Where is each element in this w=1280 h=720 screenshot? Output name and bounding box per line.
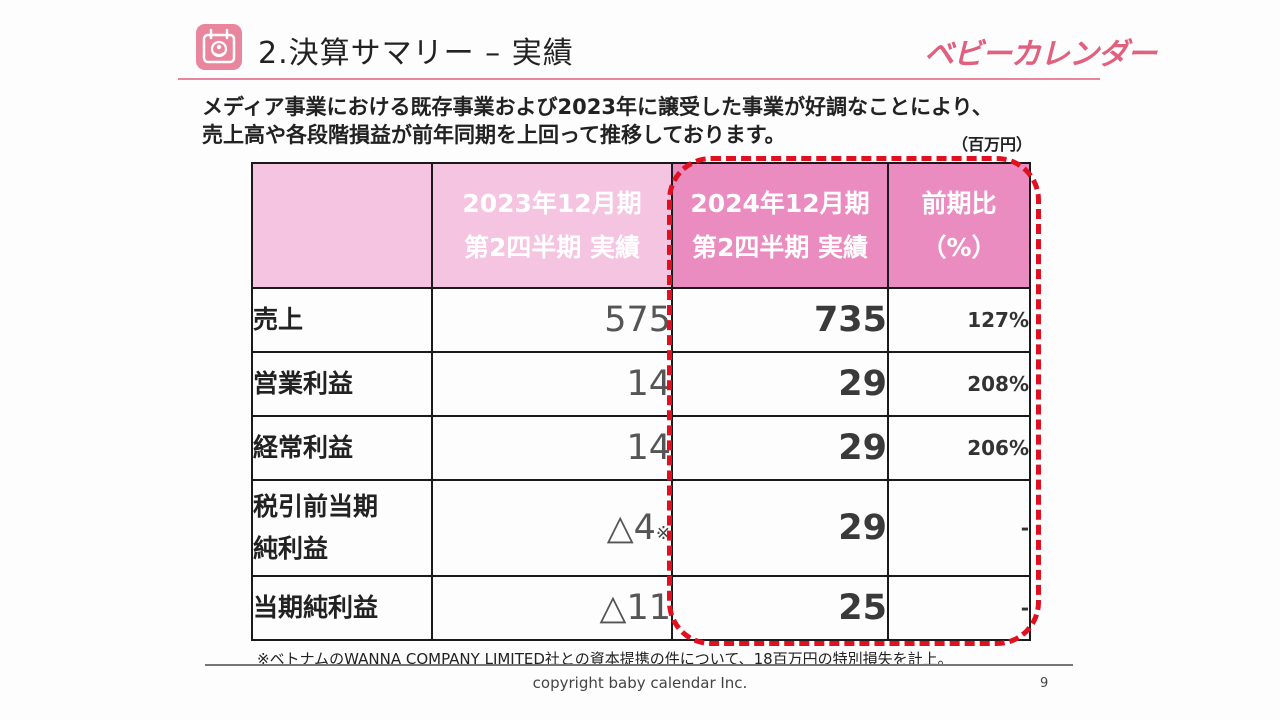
header-ratio: 前期比 （%） [887, 162, 1031, 289]
table-header-row: 2023年12月期 第2四半期 実績 2024年12月期 第2四半期 実績 前期… [251, 162, 1031, 289]
ratio-value: 206% [887, 415, 1031, 481]
footer-divider [205, 664, 1073, 666]
current-value: 29 [671, 479, 889, 577]
prev-value: 14 [431, 351, 673, 417]
current-value: 29 [671, 351, 889, 417]
header-divider [178, 78, 1100, 80]
ratio-value: - [887, 575, 1031, 641]
prev-value: 14 [431, 415, 673, 481]
current-value: 29 [671, 415, 889, 481]
page-title: 2.決算サマリー – 実績 [258, 36, 574, 71]
prev-value: 575 [431, 287, 673, 353]
results-table: 2023年12月期 第2四半期 実績 2024年12月期 第2四半期 実績 前期… [251, 162, 1031, 641]
ratio-value: 127% [887, 287, 1031, 353]
header-current-period: 2024年12月期 第2四半期 実績 [671, 162, 889, 289]
header-prev-period: 2023年12月期 第2四半期 実績 [431, 162, 673, 289]
current-value: 735 [671, 287, 889, 353]
row-label: 営業利益 [251, 351, 433, 417]
table-row-net-income: 当期純利益 △11 25 - [251, 575, 1031, 641]
row-label: 当期純利益 [251, 575, 433, 641]
prev-value-text: 14 [626, 428, 671, 468]
prev-value-text: △4 [606, 508, 656, 548]
header-prev-line-1: 2023年12月期 [462, 188, 642, 218]
company-logo: ベビーカレンダー [924, 37, 1157, 72]
header-current-line-2: 第2四半期 実績 [691, 232, 869, 262]
prev-value: △4※ [431, 479, 673, 577]
footnote: ※ベトナムのWANNA COMPANY LIMITED社との資本提携の件について… [257, 650, 953, 668]
header-ratio-line-2: （%） [921, 232, 997, 262]
page-number: 9 [1040, 676, 1049, 691]
table-row-ordinary-profit: 経常利益 14 29 206% [251, 415, 1031, 481]
intro-line-2: 売上高や各段階損益が前年同期を上回って推移しております。 [202, 123, 786, 147]
calendar-baby-icon [196, 24, 242, 70]
table-row-pretax-income: 税引前当期 純利益 △4※ 29 - [251, 479, 1031, 577]
current-value: 25 [671, 575, 889, 641]
copyright: copyright baby calendar Inc. [532, 674, 748, 692]
row-label: 経常利益 [251, 415, 433, 481]
prev-value-text: 575 [604, 300, 671, 340]
table-row-operating-profit: 営業利益 14 29 208% [251, 351, 1031, 417]
prev-value: △11 [431, 575, 673, 641]
header-current-line-1: 2024年12月期 [690, 188, 870, 218]
row-label-line-2: 純利益 [253, 534, 329, 563]
unit-label: （百万円） [952, 135, 1033, 154]
prev-value-text: 14 [626, 364, 671, 404]
prev-value-text: △11 [599, 588, 671, 628]
ratio-value: 208% [887, 351, 1031, 417]
header-blank-cell [251, 162, 433, 289]
header-ratio-line-1: 前期比 [921, 188, 997, 218]
footnote-mark: ※ [655, 523, 671, 544]
ratio-value: - [887, 479, 1031, 577]
row-label: 税引前当期 純利益 [251, 479, 433, 577]
intro-text: メディア事業における既存事業および2023年に譲受した事業が好調なことにより、 … [202, 93, 1082, 149]
row-label: 売上 [251, 287, 433, 353]
table-row-sales: 売上 575 735 127% [251, 287, 1031, 353]
header-prev-line-2: 第2四半期 実績 [463, 232, 641, 262]
intro-line-1: メディア事業における既存事業および2023年に譲受した事業が好調なことにより、 [202, 95, 993, 119]
row-label-line-1: 税引前当期 [253, 492, 379, 521]
